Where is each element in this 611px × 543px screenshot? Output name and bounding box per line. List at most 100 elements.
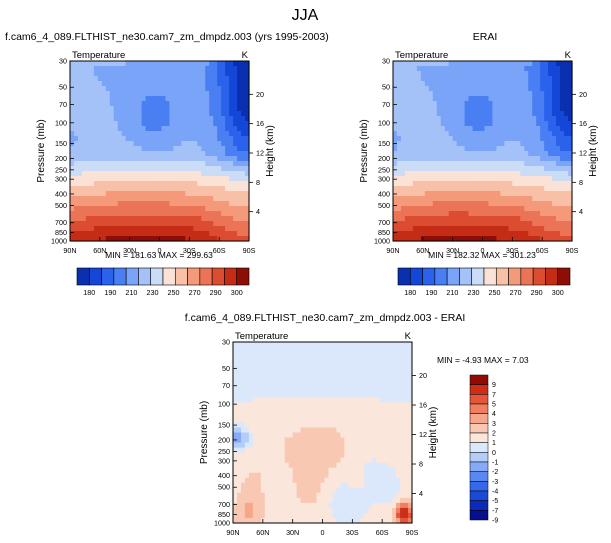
field-cell [217,231,222,237]
field-cell [85,81,91,87]
field-cell [524,131,529,137]
field-cell [70,66,75,72]
field-cell [448,201,454,207]
field-cell [500,171,505,177]
field-cell [364,347,369,353]
field-cell [121,211,127,217]
field-cell [189,191,194,197]
field-cell [540,196,545,202]
field-cell [89,201,95,207]
field-cell [504,176,509,182]
field-cell [348,397,353,403]
x-tick-label: 30S [183,246,196,255]
field-cell [344,387,349,393]
field-cell [428,211,434,217]
field-cell [109,101,115,107]
field-cell [524,226,529,232]
field-cell [308,397,314,403]
field-cell [233,201,238,207]
field-cell [217,176,222,182]
field-cell [324,487,330,494]
field-cell [428,141,434,147]
field-cell [252,382,258,388]
field-cell [77,86,83,92]
field-cell [256,512,262,519]
field-cell [360,432,365,439]
field-cell [229,106,234,112]
field-cell [221,151,226,157]
field-cell [240,412,246,419]
field-cell [236,447,242,454]
field-cell [125,106,131,112]
field-cell [440,111,446,117]
field-cell [77,61,83,67]
field-cell [209,171,214,177]
field-cell [428,151,434,157]
field-cell [512,186,517,192]
field-cell [145,111,151,117]
field-cell [516,161,521,167]
field-cell [544,116,549,122]
field-cell [193,106,198,112]
field-cell [476,231,482,237]
field-cell [149,126,155,132]
field-cell [296,447,302,454]
field-cell [384,497,389,504]
field-cell [548,221,553,227]
field-cell [70,71,75,77]
field-cell [340,442,345,449]
field-cell [256,487,262,494]
field-cell [568,231,573,237]
field-cell [264,397,270,403]
y-tick-label: 400 [378,189,390,198]
field-cell [536,116,541,122]
field-cell [380,467,385,474]
field-cell [504,81,509,87]
field-cell [396,387,401,393]
field-cell [412,161,418,167]
field-cell [149,91,155,97]
field-cell [296,507,302,514]
field-cell [245,181,250,187]
field-cell [244,412,250,419]
field-cell [396,477,401,484]
field-cell [288,392,294,398]
field-cell [117,61,123,67]
field-cell [412,81,418,87]
field-cell [225,136,230,142]
field-cell [304,452,310,459]
field-cell [193,166,198,172]
field-cell [260,507,266,514]
field-cell [412,171,418,177]
field-cell [552,91,557,97]
field-cell [408,236,414,242]
colorbar-box [224,267,238,286]
field-cell [177,176,182,182]
field-cell [568,236,573,242]
field-cell [129,76,135,82]
field-cell [396,447,401,454]
field-cell [436,81,442,87]
field-cell [348,402,353,408]
field-cell [568,196,573,202]
field-cell [440,91,446,97]
field-cell [225,96,230,102]
field-cell [464,126,470,132]
field-cell [213,116,218,122]
field-cell [376,487,381,494]
field-cell [328,362,334,368]
field-cell [452,121,458,127]
field-cell [476,206,482,212]
field-cell [149,116,155,122]
field-cell [540,181,545,187]
field-cell [292,382,298,388]
field-cell [404,106,410,112]
field-cell [233,66,238,72]
field-cell [129,231,135,237]
field-cell [296,432,302,439]
field-cell [528,71,533,77]
field-cell [181,171,186,177]
field-cell [240,437,246,444]
field-cell [468,121,474,127]
field-cell [93,226,99,232]
